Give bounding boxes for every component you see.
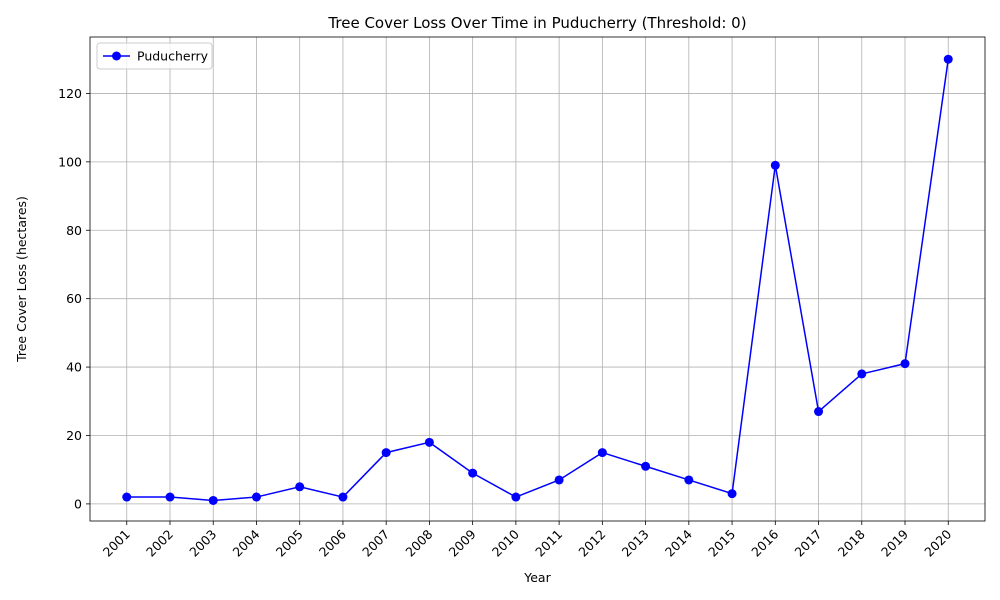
series-line — [126, 59, 949, 502]
data-point — [597, 448, 607, 458]
y-tick-label: 0 — [74, 496, 82, 511]
y-tick-label: 120 — [58, 86, 82, 101]
x-axis-label: Year — [523, 570, 551, 585]
data-point — [424, 437, 434, 447]
y-tick-label: 100 — [58, 154, 82, 169]
data-point — [295, 482, 305, 492]
chart-title: Tree Cover Loss Over Time in Puducherry … — [327, 14, 746, 32]
data-point — [251, 492, 261, 502]
data-point — [165, 492, 175, 502]
legend: Puducherry — [96, 42, 213, 70]
plot-area-frame — [89, 36, 986, 522]
data-point — [943, 54, 953, 64]
data-point — [381, 448, 391, 458]
data-point — [468, 468, 478, 478]
y-tick-label: 20 — [66, 428, 82, 443]
data-point — [338, 492, 348, 502]
data-point — [770, 160, 780, 170]
data-point — [641, 461, 651, 471]
data-point — [900, 359, 910, 369]
y-tick-label: 80 — [66, 223, 82, 238]
series-layer — [122, 54, 953, 505]
data-point — [727, 489, 737, 499]
data-point — [511, 492, 521, 502]
y-tick-label: 40 — [66, 360, 82, 375]
y-axis-label: Tree Cover Loss (hectares) — [14, 196, 29, 363]
data-point — [857, 369, 867, 379]
legend-box — [96, 42, 213, 70]
legend-entry-puducherry: Puducherry — [137, 49, 209, 64]
data-point — [814, 407, 824, 417]
y-tick-label: 60 — [66, 291, 82, 306]
grid-lines — [90, 37, 985, 521]
data-point — [554, 475, 564, 485]
data-point — [208, 495, 218, 505]
data-point — [122, 492, 132, 502]
data-point — [684, 475, 694, 485]
legend-marker-sample — [112, 51, 121, 61]
